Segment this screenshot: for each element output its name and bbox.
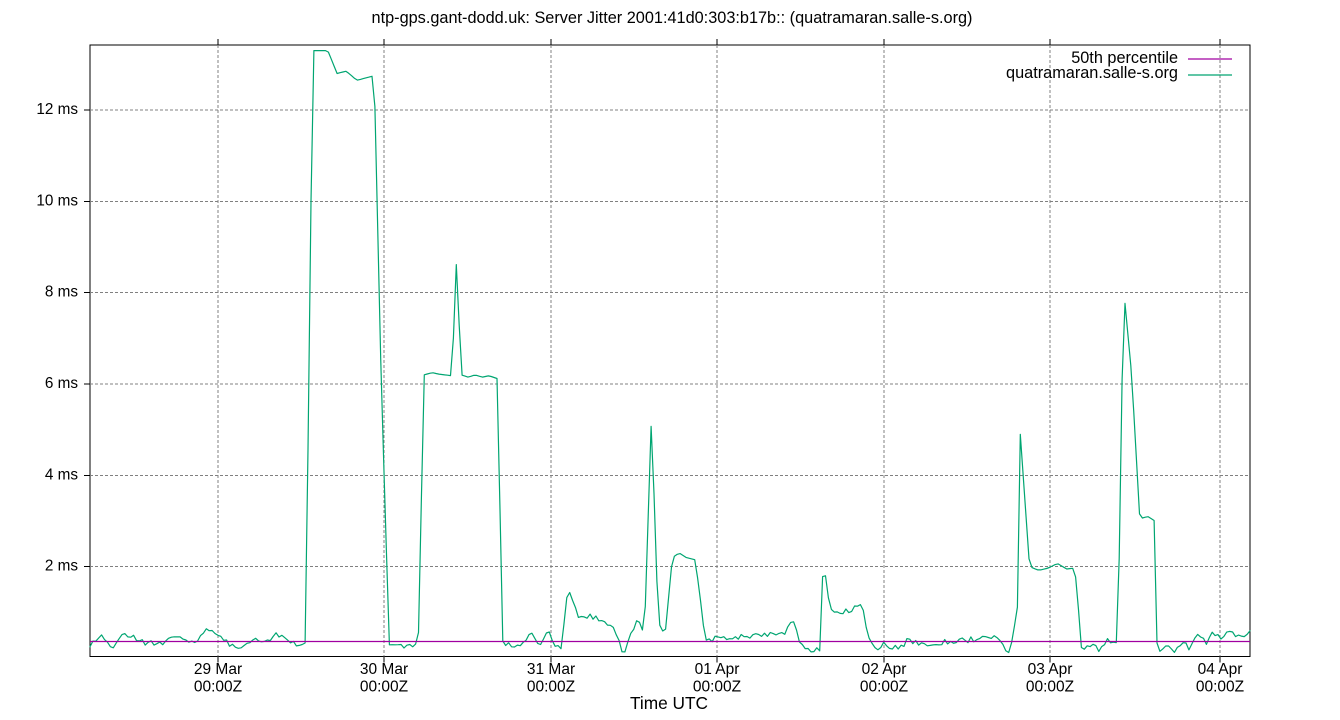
svg-text:6 ms: 6 ms [45, 375, 78, 392]
svg-text:quatramaran.salle-s.org: quatramaran.salle-s.org [1006, 64, 1178, 82]
svg-text:02 Apr: 02 Apr [862, 661, 907, 678]
svg-text:31 Mar: 31 Mar [527, 661, 575, 678]
svg-text:2 ms: 2 ms [45, 558, 78, 575]
svg-text:4 ms: 4 ms [45, 466, 78, 483]
svg-text:30 Mar: 30 Mar [360, 661, 408, 678]
svg-text:00:00Z: 00:00Z [860, 678, 908, 695]
svg-text:12 ms: 12 ms [36, 101, 78, 118]
svg-text:10 ms: 10 ms [36, 192, 78, 209]
svg-text:Time UTC: Time UTC [630, 693, 708, 713]
svg-text:03 Apr: 03 Apr [1028, 661, 1073, 678]
svg-text:00:00Z: 00:00Z [527, 678, 575, 695]
svg-text:04 Apr: 04 Apr [1198, 661, 1243, 678]
svg-text:ntp-gps.gant-dodd.uk: Server J: ntp-gps.gant-dodd.uk: Server Jitter 2001… [372, 9, 973, 27]
svg-text:00:00Z: 00:00Z [360, 678, 408, 695]
svg-text:00:00Z: 00:00Z [1196, 678, 1244, 695]
svg-text:01 Apr: 01 Apr [695, 661, 740, 678]
svg-text:8 ms: 8 ms [45, 284, 78, 301]
svg-text:00:00Z: 00:00Z [1026, 678, 1074, 695]
svg-text:00:00Z: 00:00Z [194, 678, 242, 695]
svg-text:29 Mar: 29 Mar [194, 661, 242, 678]
